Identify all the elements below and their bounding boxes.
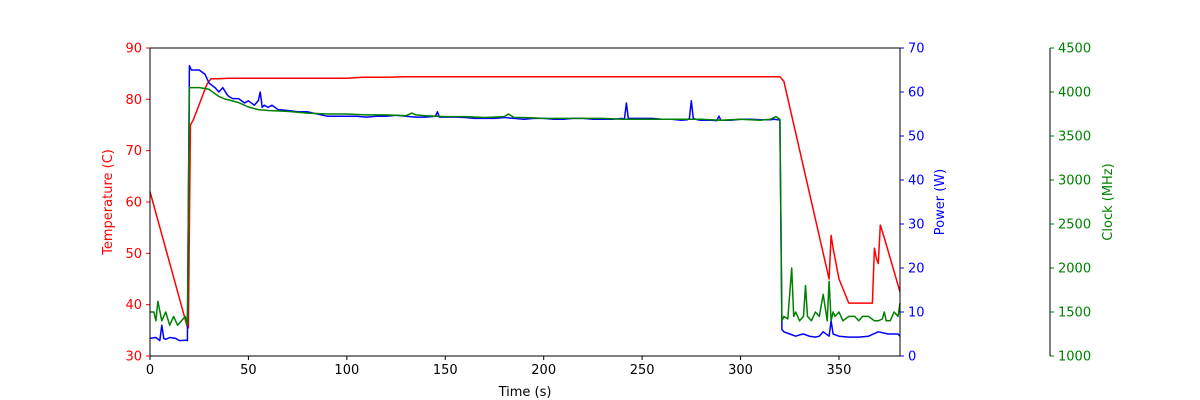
clock-tick-label: 4000	[1058, 86, 1091, 101]
x-axis-ticks: 0 50 100 150 200 250 300 350	[146, 356, 852, 378]
axes-spines	[149, 47, 1051, 357]
temperature-tick-label: 40	[125, 298, 142, 313]
x-tick-label: 100	[334, 363, 359, 378]
power-tick-label: 70	[908, 42, 925, 57]
power-tick-label: 10	[908, 306, 925, 321]
x-axis-label: Time (s)	[498, 385, 552, 400]
power-axis-label: Power (W)	[933, 169, 948, 235]
power-tick-label: 20	[908, 262, 925, 277]
series-layer	[149, 64, 901, 342]
temperature-tick-label: 50	[125, 247, 142, 262]
power-axis-ticks: 0 10 20 30 40 50 60 70	[900, 42, 925, 365]
temperature-axis-ticks: 30 40 50 60 70 80 90	[125, 42, 150, 365]
power-tick-label: 30	[908, 218, 925, 233]
clock-tick-label: 4500	[1058, 42, 1091, 57]
power-tick-label: 60	[908, 86, 925, 101]
x-tick-label: 350	[827, 363, 852, 378]
temperature-tick-label: 80	[125, 93, 142, 108]
clock-series-line	[150, 86, 901, 326]
power-tick-label: 0	[908, 350, 916, 365]
x-tick-label: 250	[630, 363, 655, 378]
x-tick-label: 300	[728, 363, 753, 378]
clock-tick-label: 3500	[1058, 130, 1091, 145]
power-tick-label: 40	[908, 174, 925, 189]
clock-tick-label: 3000	[1058, 174, 1091, 189]
temperature-tick-label: 60	[125, 196, 142, 211]
x-tick-label: 50	[240, 363, 257, 378]
x-tick-label: 0	[146, 363, 154, 378]
temp-series-line	[149, 75, 901, 329]
temperature-axis-label: Temperature (C)	[101, 149, 116, 256]
power-series-line	[149, 64, 901, 342]
clock-axis-ticks: 1000 1500 2000 2500 3000 3500 4000 4500	[1050, 42, 1091, 365]
clock-tick-label: 2000	[1058, 262, 1091, 277]
temperature-tick-label: 70	[125, 144, 142, 159]
x-tick-label: 200	[531, 363, 556, 378]
clock-tick-label: 1500	[1058, 306, 1091, 321]
temperature-tick-label: 30	[125, 350, 142, 365]
clock-tick-label: 2500	[1058, 218, 1091, 233]
x-tick-label: 150	[433, 363, 458, 378]
power-tick-label: 50	[908, 130, 925, 145]
temperature-tick-label: 90	[125, 42, 142, 57]
clock-tick-label: 1000	[1058, 350, 1091, 365]
clock-axis-label: Clock (MHz)	[1101, 163, 1116, 240]
